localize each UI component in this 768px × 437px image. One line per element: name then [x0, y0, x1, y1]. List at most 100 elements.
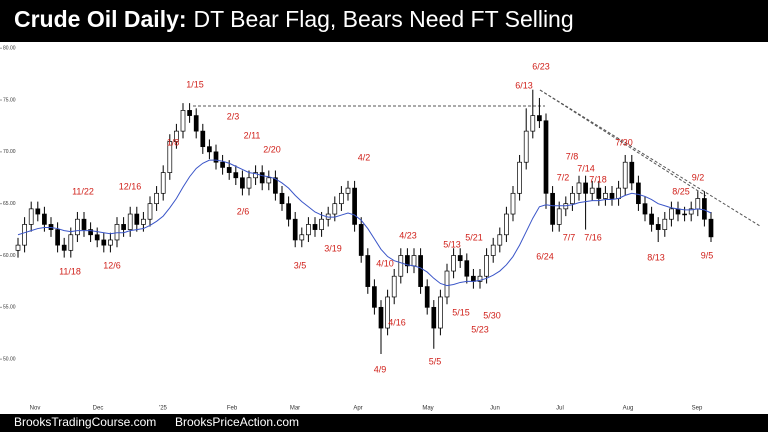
candle-body [312, 224, 318, 230]
candle-body [576, 182, 582, 194]
candle-body [141, 218, 146, 225]
annotation: 2/6 [237, 206, 250, 216]
candle-body [391, 275, 397, 298]
annotation: 5/30 [483, 310, 501, 320]
candle-body [484, 255, 489, 277]
title-bar [0, 0, 768, 42]
candle-body [662, 218, 668, 230]
annotation: 7/30 [615, 137, 633, 147]
candle-body [510, 192, 516, 215]
candle-body [233, 172, 239, 179]
annotation: 5/15 [452, 307, 470, 317]
candle-body [669, 208, 674, 220]
candle-body [273, 177, 278, 194]
candle-body [556, 208, 562, 225]
candle-body [385, 296, 390, 329]
candle-body [200, 130, 206, 148]
candle-body [596, 187, 602, 199]
x-tick-label: May [422, 406, 433, 412]
footer-left: BrooksTradingCourse.com [14, 415, 156, 429]
candle-body [42, 213, 47, 225]
candle-body [517, 161, 522, 194]
candle-body [28, 208, 34, 225]
candle-body [48, 224, 54, 230]
candle-body [490, 244, 496, 256]
candle-body [292, 218, 298, 241]
annotation: 3/19 [324, 243, 342, 253]
candle-body [187, 110, 192, 116]
annotation: 5/5 [429, 356, 442, 366]
candle-body [636, 182, 641, 205]
candle-body [675, 208, 681, 215]
candle-body [286, 203, 291, 220]
candle-body [213, 151, 219, 163]
candle-body [504, 213, 509, 236]
candle-body [68, 234, 74, 251]
annotation: 12/16 [119, 181, 142, 191]
candle-body [35, 208, 41, 215]
y-tick-label: 70.00 [3, 149, 16, 155]
candle-body [226, 167, 232, 173]
title-bold: Crude Oil Daily: [14, 6, 187, 32]
candle-body [372, 286, 377, 308]
candle-body [471, 275, 476, 282]
annotation: 8/13 [647, 252, 665, 262]
candle-body [352, 187, 357, 225]
x-tick-label: Jul [556, 406, 564, 412]
x-tick-label: Feb [227, 406, 238, 412]
annotation: 6/24 [536, 251, 554, 261]
x-tick-label: Aug [623, 406, 634, 412]
y-tick-label: 75.00 [3, 97, 16, 103]
annotation: 8/25 [672, 186, 690, 196]
annotation: 9/5 [701, 250, 714, 260]
candle-body [411, 255, 417, 267]
candle-body [477, 275, 483, 282]
annotation: 4/23 [399, 230, 417, 240]
candle-body [88, 229, 93, 236]
candle-body [424, 286, 430, 308]
candle-body [603, 192, 608, 199]
candle-body [266, 177, 272, 184]
candle-body [431, 306, 437, 329]
candle-body [114, 224, 120, 241]
candle-body [649, 213, 654, 225]
y-tick-label: 65.00 [3, 201, 16, 207]
chart-title: Crude Oil Daily: DT Bear Flag, Bears Need… [14, 6, 574, 32]
candle-body [121, 224, 126, 230]
candle-body [642, 203, 648, 215]
candle-body [61, 244, 67, 251]
candle-body [55, 229, 60, 246]
annotation: 2/20 [263, 144, 281, 154]
candle-body [708, 218, 714, 238]
candle-body [147, 203, 153, 220]
annotation: 7/16 [584, 232, 602, 242]
candle-body [174, 130, 179, 142]
annotation: 7/18 [589, 174, 607, 184]
plot-area: 50.00 55.00 60.00 65.00 70.00 75.00 80.00 Nov De… [0, 46, 714, 412]
candle-body [167, 141, 173, 173]
candle-body [22, 224, 27, 246]
candle-body [398, 255, 404, 277]
candle-body [543, 120, 549, 194]
candle-body [438, 296, 443, 329]
x-tick-label: '25 [159, 406, 167, 412]
x-tick-label: Jun [490, 406, 500, 412]
candle-body [550, 192, 555, 225]
annotation: 4/9 [374, 364, 387, 374]
annotation: 5/23 [471, 324, 489, 334]
candle-body [365, 255, 371, 287]
annotation: 7/14 [577, 163, 595, 173]
candle-body [688, 208, 694, 215]
candle-body [240, 177, 245, 189]
annotation: 11/18 [59, 266, 81, 276]
annotation: 5/21 [465, 232, 483, 242]
candle-body [253, 172, 258, 179]
candle-body [583, 182, 588, 194]
trend-line [539, 89, 707, 197]
candle-body [629, 161, 635, 184]
candle-body [101, 239, 107, 246]
y-tick-label: 55.00 [3, 305, 16, 311]
annotation: 11/22 [72, 186, 94, 196]
x-tick-label: Sep [692, 406, 703, 412]
